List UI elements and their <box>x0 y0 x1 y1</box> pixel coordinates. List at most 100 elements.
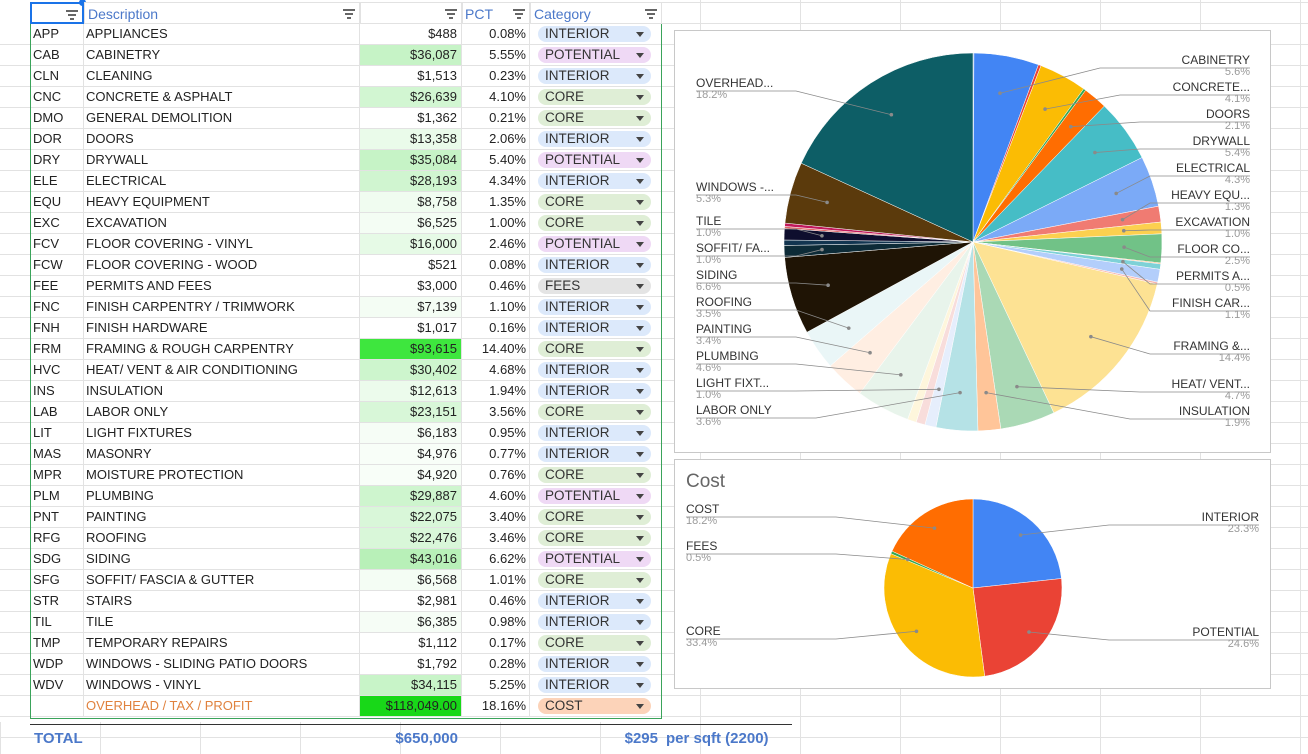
pct-cell[interactable]: 0.08% <box>462 255 530 275</box>
cost-cell[interactable]: $22,075 <box>360 507 462 527</box>
cost-cell[interactable]: $22,476 <box>360 528 462 548</box>
code-cell[interactable]: CNC <box>30 87 84 107</box>
code-cell[interactable]: LIT <box>30 423 84 443</box>
cost-cell[interactable]: $1,792 <box>360 654 462 674</box>
pct-cell[interactable]: 0.23% <box>462 66 530 86</box>
dropdown-arrow-icon[interactable] <box>636 410 644 415</box>
category-chip[interactable]: INTERIOR <box>538 26 651 42</box>
dropdown-arrow-icon[interactable] <box>636 32 644 37</box>
category-chip[interactable]: INTERIOR <box>538 131 651 147</box>
description-cell[interactable]: LIGHT FIXTURES <box>84 423 360 443</box>
cost-cell[interactable]: $23,151 <box>360 402 462 422</box>
pct-cell[interactable]: 4.68% <box>462 360 530 380</box>
pie-slice-cost[interactable] <box>891 498 974 589</box>
dropdown-arrow-icon[interactable] <box>636 557 644 562</box>
pct-cell[interactable]: 3.40% <box>462 507 530 527</box>
pct-header[interactable]: PCT <box>462 2 530 24</box>
dropdown-arrow-icon[interactable] <box>636 137 644 142</box>
category-cell[interactable]: CORE <box>530 528 662 548</box>
filter-icon[interactable] <box>445 9 457 19</box>
total-amount[interactable]: $650,000 <box>395 730 458 747</box>
pct-cell[interactable]: 3.56% <box>462 402 530 422</box>
code-cell[interactable]: APP <box>30 24 84 44</box>
category-chip[interactable]: CORE <box>538 110 651 126</box>
cost-cell[interactable]: $1,017 <box>360 318 462 338</box>
category-chip[interactable]: INTERIOR <box>538 299 651 315</box>
dropdown-arrow-icon[interactable] <box>636 431 644 436</box>
code-cell[interactable]: INS <box>30 381 84 401</box>
dropdown-arrow-icon[interactable] <box>636 473 644 478</box>
code-cell[interactable]: DMO <box>30 108 84 128</box>
category-cell[interactable]: CORE <box>530 507 662 527</box>
category-chip[interactable]: INTERIOR <box>538 656 651 672</box>
description-cell[interactable]: LABOR ONLY <box>84 402 360 422</box>
dropdown-arrow-icon[interactable] <box>636 221 644 226</box>
cost-cell[interactable]: $29,887 <box>360 486 462 506</box>
category-cell[interactable]: POTENTIAL <box>530 486 662 506</box>
category-cell[interactable]: INTERIOR <box>530 591 662 611</box>
cost-cell[interactable]: $521 <box>360 255 462 275</box>
pct-cell[interactable]: 4.10% <box>462 87 530 107</box>
description-cell[interactable]: GENERAL DEMOLITION <box>84 108 360 128</box>
category-chip[interactable]: CORE <box>538 89 651 105</box>
category-chip[interactable]: INTERIOR <box>538 173 651 189</box>
filter-icon[interactable] <box>66 10 78 20</box>
category-cell[interactable]: INTERIOR <box>530 24 662 44</box>
code-cell[interactable]: SDG <box>30 549 84 569</box>
dropdown-arrow-icon[interactable] <box>636 578 644 583</box>
description-cell[interactable]: INSULATION <box>84 381 360 401</box>
category-cell[interactable]: CORE <box>530 402 662 422</box>
dropdown-arrow-icon[interactable] <box>636 158 644 163</box>
code-cell[interactable] <box>30 696 84 716</box>
category-cell[interactable]: CORE <box>530 570 662 590</box>
description-cell[interactable]: CABINETRY <box>84 45 360 65</box>
pct-cell[interactable]: 4.60% <box>462 486 530 506</box>
category-chip[interactable]: CORE <box>538 194 651 210</box>
description-cell[interactable]: FINISH CARPENTRY / TRIMWORK <box>84 297 360 317</box>
description-cell[interactable]: FLOOR COVERING - WOOD <box>84 255 360 275</box>
description-cell[interactable]: ELECTRICAL <box>84 171 360 191</box>
cost-cell[interactable]: $1,362 <box>360 108 462 128</box>
code-cell[interactable]: PLM <box>30 486 84 506</box>
category-chip[interactable]: CORE <box>538 404 651 420</box>
category-chip[interactable]: POTENTIAL <box>538 551 651 567</box>
code-cell[interactable]: TIL <box>30 612 84 632</box>
pct-cell[interactable]: 0.08% <box>462 24 530 44</box>
dropdown-arrow-icon[interactable] <box>636 200 644 205</box>
code-cell[interactable]: RFG <box>30 528 84 548</box>
dropdown-arrow-icon[interactable] <box>636 599 644 604</box>
description-cell[interactable]: TILE <box>84 612 360 632</box>
pct-cell[interactable]: 0.17% <box>462 633 530 653</box>
category-chip[interactable]: INTERIOR <box>538 362 651 378</box>
pie-slice-overhead-tax-profit[interactable] <box>800 52 974 243</box>
filter-icon[interactable] <box>513 9 525 19</box>
cost-header[interactable] <box>360 2 462 24</box>
category-chip[interactable]: CORE <box>538 635 651 651</box>
pct-cell[interactable]: 1.94% <box>462 381 530 401</box>
code-cell[interactable]: DOR <box>30 129 84 149</box>
cost-cell[interactable]: $43,016 <box>360 549 462 569</box>
dropdown-arrow-icon[interactable] <box>636 704 644 709</box>
pct-cell[interactable]: 1.00% <box>462 213 530 233</box>
pct-cell[interactable]: 1.10% <box>462 297 530 317</box>
category-cell[interactable]: INTERIOR <box>530 66 662 86</box>
cost-cell[interactable]: $93,615 <box>360 339 462 359</box>
code-cell[interactable]: FEE <box>30 276 84 296</box>
description-cell[interactable]: HEAT/ VENT & AIR CONDITIONING <box>84 360 360 380</box>
category-cell[interactable]: POTENTIAL <box>530 234 662 254</box>
category-chip[interactable]: POTENTIAL <box>538 47 651 63</box>
cost-cell[interactable]: $16,000 <box>360 234 462 254</box>
pct-cell[interactable]: 0.77% <box>462 444 530 464</box>
cost-cell[interactable]: $36,087 <box>360 45 462 65</box>
description-cell[interactable]: EXCAVATION <box>84 213 360 233</box>
pct-cell[interactable]: 0.46% <box>462 591 530 611</box>
category-cell[interactable]: CORE <box>530 465 662 485</box>
cost-cell[interactable]: $30,402 <box>360 360 462 380</box>
dropdown-arrow-icon[interactable] <box>636 389 644 394</box>
detail-pie-chart-panel[interactable]: CABINETRY 5.6% CONCRETE... 4.1% DOORS 2.1% DRY… <box>674 30 1271 453</box>
description-cell[interactable]: PERMITS AND FEES <box>84 276 360 296</box>
dropdown-arrow-icon[interactable] <box>636 494 644 499</box>
cost-cell[interactable]: $28,193 <box>360 171 462 191</box>
category-cell[interactable]: INTERIOR <box>530 360 662 380</box>
selected-header-cell[interactable] <box>30 0 86 24</box>
